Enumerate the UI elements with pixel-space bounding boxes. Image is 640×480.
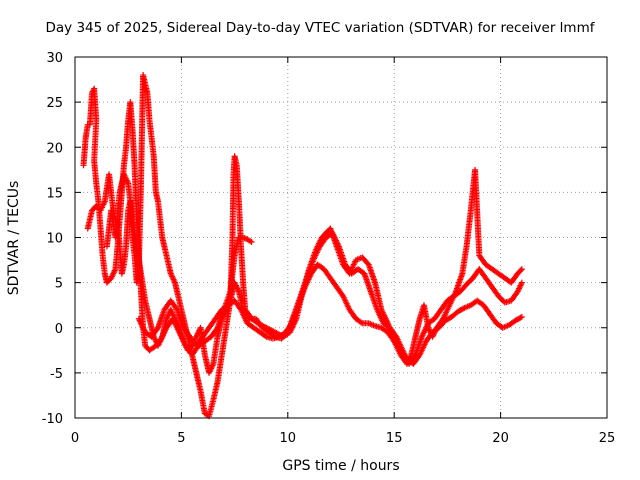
y-tick-label: 20 [46,141,63,156]
data-point [518,313,525,320]
data-point [248,239,255,246]
y-tick-label: 10 [46,232,63,247]
y-tick-label: 30 [46,51,63,66]
y-tick-label: 5 [55,277,63,292]
chart-title: Day 345 of 2025, Sidereal Day-to-day VTE… [45,20,595,36]
data-point [460,305,467,312]
x-tick-label: 15 [386,431,403,446]
x-tick-label: 25 [599,431,616,446]
x-tick-label: 5 [177,431,185,446]
series-track-4 [135,261,525,367]
tick-layer: 0 5 10 15 20 25 -10 -5 0 5 10 15 20 25 30 [42,51,616,446]
y-axis-label: SDTVAR / TECUs [6,180,22,296]
y-tick-label: 0 [55,322,63,337]
x-axis-label: GPS time / hours [282,458,400,474]
data-point [358,319,365,326]
data-point [518,266,525,273]
data-point [262,332,269,339]
data-point [517,267,524,274]
data-point [518,279,525,286]
y-tick-label: -5 [50,367,63,382]
x-tick-label: 10 [280,431,297,446]
y-tick-label: 25 [46,96,63,111]
data-layer [80,72,525,420]
x-tick-label: 0 [71,431,79,446]
y-tick-label: -10 [42,412,63,427]
y-tick-label: 15 [46,186,63,201]
data-point [517,314,524,321]
series-track-2 [84,72,525,420]
x-tick-label: 20 [492,431,509,446]
grid-layer [75,57,607,418]
